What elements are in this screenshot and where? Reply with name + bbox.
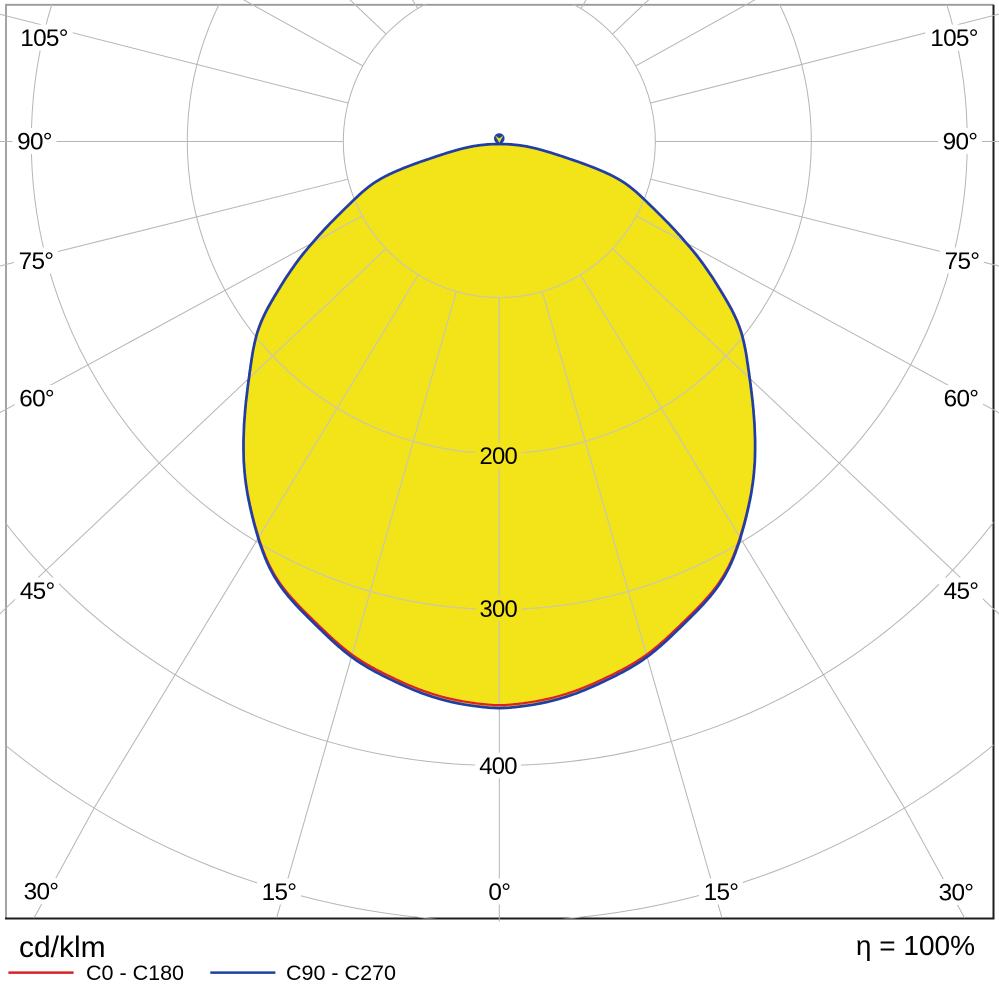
svg-text:C90 - C270: C90 - C270 bbox=[286, 961, 396, 985]
svg-text:C0 - C180: C0 - C180 bbox=[86, 961, 184, 985]
svg-text:60°: 60° bbox=[19, 386, 54, 413]
svg-text:105°: 105° bbox=[930, 25, 977, 52]
svg-text:75°: 75° bbox=[945, 248, 980, 275]
svg-text:30°: 30° bbox=[24, 879, 59, 906]
svg-text:90°: 90° bbox=[943, 129, 978, 156]
svg-text:45°: 45° bbox=[944, 578, 979, 605]
svg-text:90°: 90° bbox=[17, 129, 52, 156]
svg-text:75°: 75° bbox=[19, 248, 54, 275]
svg-text:200: 200 bbox=[479, 443, 517, 470]
svg-text:60°: 60° bbox=[944, 386, 979, 413]
svg-text:105°: 105° bbox=[20, 25, 67, 52]
svg-text:30°: 30° bbox=[939, 880, 974, 907]
svg-text:300: 300 bbox=[479, 596, 517, 623]
svg-text:η = 100%: η = 100% bbox=[856, 930, 975, 961]
svg-text:45°: 45° bbox=[20, 578, 55, 605]
svg-text:15°: 15° bbox=[704, 879, 739, 906]
svg-text:cd/klm: cd/klm bbox=[19, 931, 106, 964]
svg-text:400: 400 bbox=[479, 753, 517, 780]
svg-text:0°: 0° bbox=[488, 879, 510, 906]
svg-text:15°: 15° bbox=[262, 879, 297, 906]
